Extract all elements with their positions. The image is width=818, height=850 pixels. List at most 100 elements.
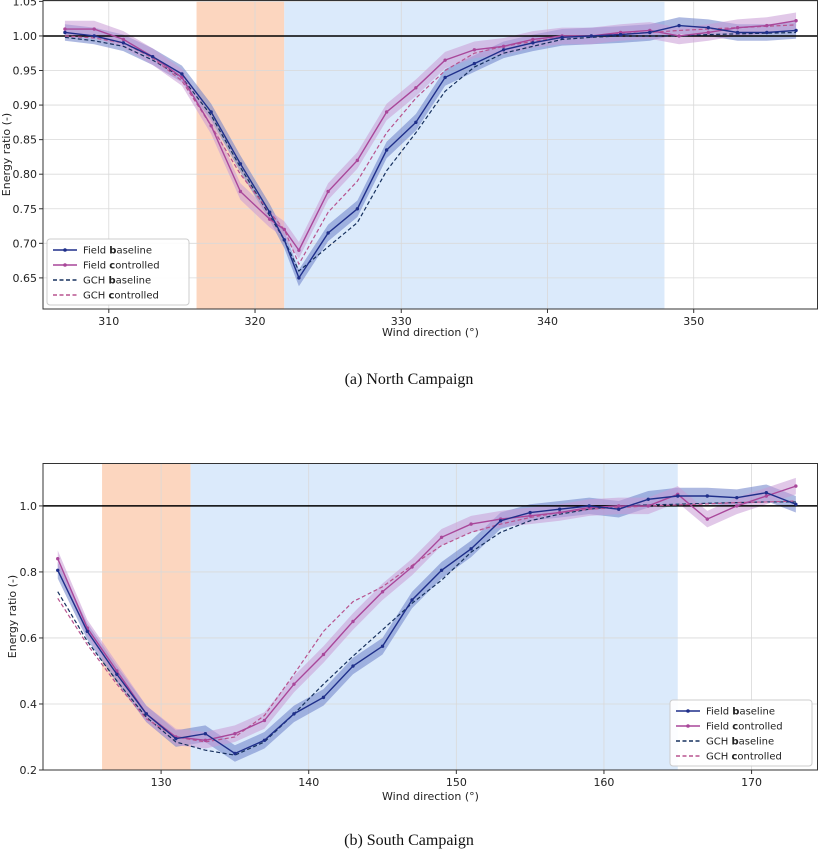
legend-label-rest: ontrolled bbox=[114, 291, 158, 302]
field-controlled-point bbox=[292, 682, 296, 686]
field-controlled-point bbox=[439, 535, 444, 539]
x-tick-label: 340 bbox=[537, 315, 558, 328]
field-controlled-point bbox=[765, 23, 769, 28]
field-baseline-point bbox=[677, 23, 681, 28]
field-baseline-point bbox=[384, 148, 389, 152]
field-baseline-point bbox=[144, 712, 149, 716]
field-baseline-point bbox=[321, 695, 326, 700]
field-baseline-point bbox=[469, 547, 473, 551]
caption-south: (b) South Campaign bbox=[344, 832, 474, 849]
legend-label-rest: ontrolled bbox=[737, 752, 781, 763]
field-baseline-point bbox=[282, 238, 286, 242]
x-tick-label: 140 bbox=[298, 776, 319, 789]
field-baseline-point bbox=[439, 568, 444, 572]
legend-label-prefix: Field bbox=[83, 261, 109, 272]
legend-label-prefix: GCH bbox=[706, 752, 731, 763]
field-controlled-band bbox=[64, 12, 797, 259]
field-controlled-point bbox=[501, 44, 506, 49]
field-baseline-point bbox=[646, 497, 650, 502]
field-baseline-point bbox=[262, 738, 267, 742]
field-baseline-line bbox=[57, 491, 797, 755]
field-baseline-point bbox=[557, 507, 562, 511]
field-baseline-point bbox=[380, 644, 385, 648]
legend-label-bold: c bbox=[731, 752, 737, 763]
y-tick-label: 0.90 bbox=[13, 99, 38, 112]
legend-label-field-controlled: Field controlled bbox=[706, 722, 783, 733]
x-tick-label: 150 bbox=[446, 776, 467, 789]
x-tick-label: 130 bbox=[151, 776, 172, 789]
y-tick-label: 0.2 bbox=[20, 764, 38, 777]
field-baseline-point bbox=[121, 41, 126, 45]
x-tick-label: 170 bbox=[741, 776, 762, 789]
field-controlled-point bbox=[297, 248, 301, 252]
field-controlled-point bbox=[355, 158, 360, 163]
field-controlled-point bbox=[326, 189, 330, 194]
x-tick-label: 160 bbox=[593, 776, 614, 789]
gch-controlled-line bbox=[64, 24, 797, 266]
y-tick-label: 1.00 bbox=[13, 30, 38, 43]
field-baseline-point bbox=[203, 731, 208, 736]
field-baseline-point bbox=[531, 41, 535, 45]
legend-label-prefix: Field bbox=[706, 707, 732, 718]
field-baseline-point bbox=[238, 162, 243, 166]
legend-label-field-baseline: Field baseline bbox=[706, 707, 775, 718]
field-baseline-point bbox=[765, 30, 769, 35]
field-baseline-point bbox=[735, 30, 740, 35]
field-controlled-point bbox=[209, 124, 213, 128]
legend-label-bold: b bbox=[108, 276, 115, 287]
field-controlled-point bbox=[794, 484, 798, 488]
legend-label-prefix: GCH bbox=[83, 291, 108, 302]
legend-marker bbox=[63, 248, 67, 252]
y-tick-label: 0.4 bbox=[20, 698, 38, 711]
field-controlled-point bbox=[56, 557, 60, 561]
legend-label-rest: aseline bbox=[739, 737, 775, 748]
field-baseline-point bbox=[297, 276, 301, 280]
north-campaign-chart: 310 320 330 340 350 0.65 0.70 0.75 0.80 0.85 0.90 0… bbox=[0, 0, 818, 339]
field-controlled-point bbox=[794, 19, 798, 23]
field-controlled-point bbox=[469, 522, 473, 526]
field-controlled-point bbox=[238, 189, 243, 194]
legend-label-gch-baseline: GCH baseline bbox=[83, 276, 151, 287]
legend-label-prefix: GCH bbox=[706, 737, 731, 748]
legend-box bbox=[46, 238, 190, 306]
legend-label-bold: c bbox=[732, 722, 738, 733]
field-controlled-point bbox=[557, 510, 562, 515]
field-baseline-point bbox=[209, 110, 213, 114]
legend-label-prefix: Field bbox=[706, 722, 732, 733]
y-tick-label: 0.70 bbox=[13, 237, 38, 250]
field-controlled-point bbox=[706, 30, 711, 35]
field-controlled-point bbox=[203, 738, 208, 742]
legend-marker bbox=[63, 263, 67, 267]
field-baseline-point bbox=[560, 35, 564, 40]
field-controlled-point bbox=[92, 27, 96, 31]
field-controlled-point bbox=[735, 504, 739, 508]
legend-label-prefix: Field bbox=[83, 246, 109, 257]
field-baseline-point bbox=[410, 598, 414, 602]
x-tick-label: 310 bbox=[98, 315, 119, 328]
field-baseline-point bbox=[443, 75, 447, 80]
y-tick-label: 0.6 bbox=[20, 632, 38, 645]
field-baseline-point bbox=[676, 494, 680, 498]
field-controlled-point bbox=[267, 217, 272, 221]
field-controlled-point bbox=[180, 75, 184, 80]
x-axis-label: Wind direction (°) bbox=[382, 790, 479, 803]
caption-north: (a) North Campaign bbox=[345, 371, 474, 388]
south-campaign-chart: 130 140 150 160 170 0.2 0.4 0.6 0.8 1.0 Wind direc… bbox=[6, 463, 818, 803]
field-baseline-point bbox=[498, 519, 503, 523]
field-controlled-point bbox=[677, 34, 681, 38]
field-controlled-point bbox=[321, 652, 326, 657]
field-baseline-point bbox=[764, 491, 769, 495]
field-controlled-point bbox=[617, 504, 621, 508]
legend-label-rest: aseline bbox=[116, 276, 152, 287]
orange-region bbox=[102, 463, 191, 770]
legend-marker bbox=[686, 709, 690, 713]
field-baseline-point bbox=[326, 231, 330, 235]
legend-label-bold: b bbox=[109, 246, 116, 257]
field-baseline-point bbox=[648, 30, 652, 35]
legend-label-rest: aseline bbox=[116, 246, 152, 257]
y-tick-label: 0.65 bbox=[13, 272, 38, 285]
y-tick-label: 0.8 bbox=[20, 566, 38, 579]
